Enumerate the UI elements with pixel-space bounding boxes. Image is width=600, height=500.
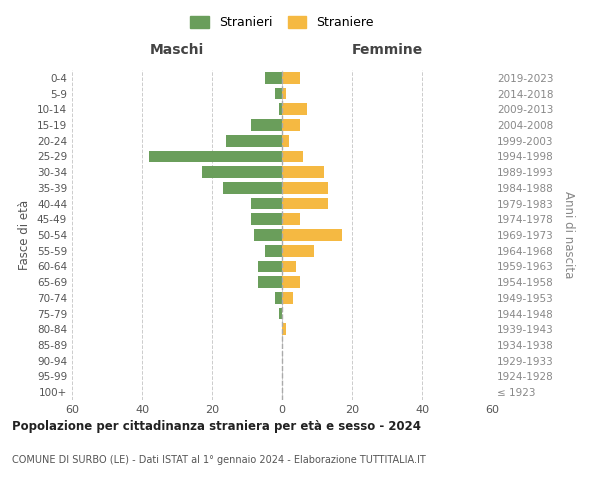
Bar: [257, 260, 282, 272]
Bar: [282, 135, 289, 146]
Bar: [265, 245, 282, 256]
Bar: [282, 245, 314, 256]
Bar: [282, 72, 299, 84]
Bar: [282, 229, 341, 241]
Bar: [202, 166, 282, 178]
Y-axis label: Anni di nascita: Anni di nascita: [562, 192, 575, 278]
Bar: [275, 292, 282, 304]
Bar: [282, 166, 324, 178]
Text: Popolazione per cittadinanza straniera per età e sesso - 2024: Popolazione per cittadinanza straniera p…: [12, 420, 421, 433]
Text: Maschi: Maschi: [150, 43, 204, 57]
Bar: [265, 72, 282, 84]
Bar: [282, 198, 328, 209]
Bar: [282, 182, 328, 194]
Bar: [149, 150, 282, 162]
Bar: [251, 119, 282, 131]
Text: COMUNE DI SURBO (LE) - Dati ISTAT al 1° gennaio 2024 - Elaborazione TUTTITALIA.I: COMUNE DI SURBO (LE) - Dati ISTAT al 1° …: [12, 455, 426, 465]
Bar: [275, 88, 282, 100]
Bar: [251, 214, 282, 225]
Bar: [223, 182, 282, 194]
Bar: [282, 88, 286, 100]
Bar: [226, 135, 282, 146]
Bar: [282, 104, 307, 115]
Text: Femmine: Femmine: [352, 43, 422, 57]
Bar: [282, 260, 296, 272]
Bar: [282, 292, 293, 304]
Bar: [257, 276, 282, 288]
Legend: Stranieri, Straniere: Stranieri, Straniere: [185, 11, 379, 34]
Bar: [254, 229, 282, 241]
Bar: [282, 276, 299, 288]
Bar: [278, 104, 282, 115]
Bar: [282, 214, 299, 225]
Bar: [278, 308, 282, 320]
Bar: [282, 119, 299, 131]
Y-axis label: Fasce di età: Fasce di età: [19, 200, 31, 270]
Bar: [282, 324, 286, 335]
Bar: [251, 198, 282, 209]
Bar: [282, 150, 303, 162]
